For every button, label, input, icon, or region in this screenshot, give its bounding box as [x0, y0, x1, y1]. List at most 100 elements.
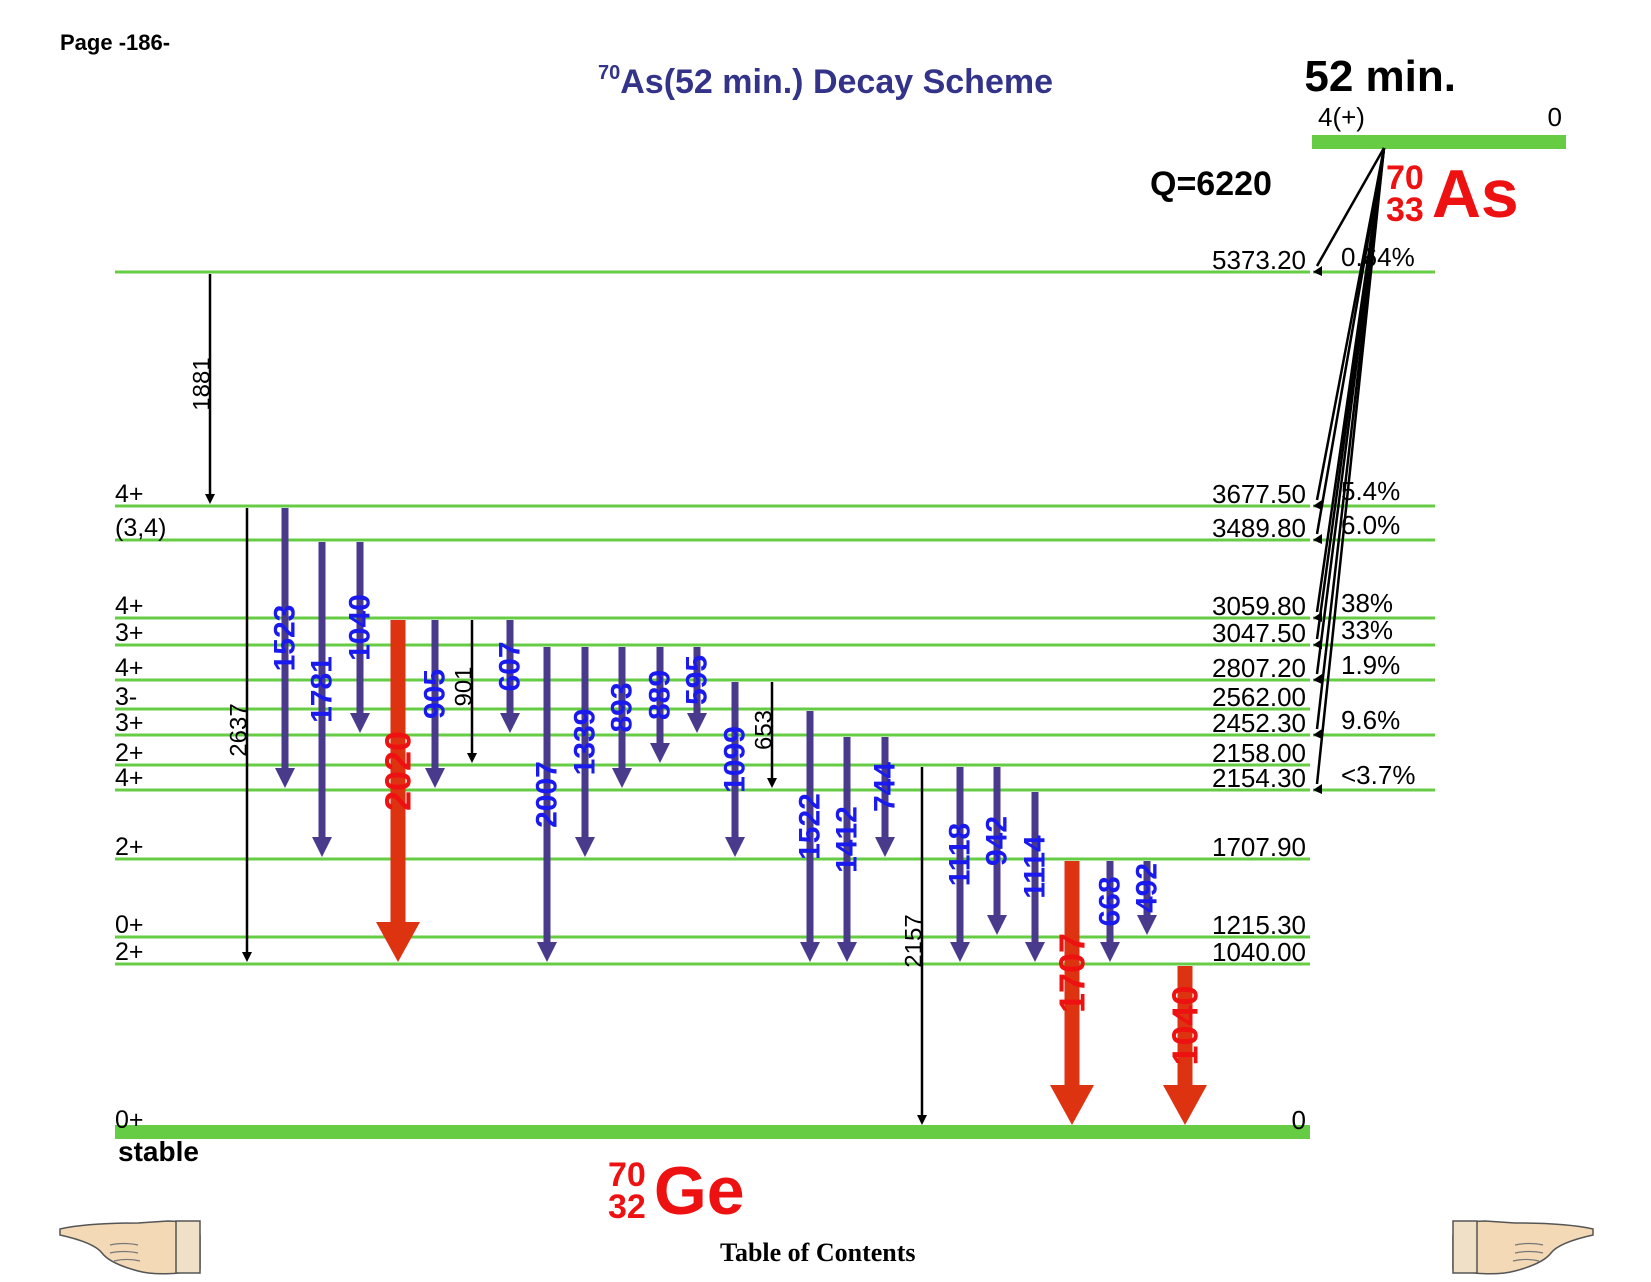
gamma-energy-label: 1118 [944, 823, 977, 886]
level-line [115, 616, 1310, 620]
gamma-energy-label: 942 [981, 816, 1014, 866]
level-spin-label: (3,4) [115, 514, 166, 542]
page-number: Page -186- [60, 30, 171, 55]
level-line [115, 504, 1310, 508]
level-line [115, 788, 1310, 792]
gamma-transition-line [731, 682, 739, 837]
gamma-transition-arrowhead [1050, 1085, 1094, 1125]
level-spin-label: 4+ [115, 654, 144, 682]
beta-branch-arrowhead [1313, 534, 1322, 544]
gamma-energy-label: 607 [494, 641, 527, 691]
pointing-hand-left-icon[interactable] [58, 1215, 203, 1282]
gamma-transition-line [356, 542, 364, 713]
gamma-transition-arrowhead [500, 713, 520, 733]
gamma-transition-line [843, 737, 851, 942]
level-line [115, 763, 1310, 767]
title-text: As(52 min.) Decay Scheme [620, 63, 1053, 101]
level-spin-label: 3- [115, 683, 137, 711]
gamma-transition-arrowhead [837, 942, 857, 962]
level-line [115, 270, 1310, 274]
level-energy-label: 1707.90 [1212, 832, 1306, 862]
gamma-transition-line [1064, 861, 1080, 1085]
gamma-transition-line [770, 682, 774, 778]
gamma-transition-arrowhead [650, 743, 670, 763]
beta-branch-arrowhead [1313, 500, 1322, 510]
gamma-energy-label: 668 [1094, 876, 1127, 926]
gamma-transition-line [470, 620, 474, 753]
level-spin-label: 3+ [115, 709, 144, 737]
level-line [115, 707, 1310, 711]
pointing-hand-right-icon[interactable] [1450, 1215, 1595, 1282]
gamma-transition-line [993, 767, 1001, 915]
gamma-energy-label: 595 [681, 655, 714, 705]
gamma-transition-line [920, 767, 924, 1115]
gamma-energy-label: 1707 [1052, 933, 1093, 1013]
level-spin-label: 4+ [115, 592, 144, 620]
daughter-mass-number: 70 [608, 1156, 646, 1194]
parent-nuclide: 70 33 As [1386, 155, 1519, 233]
gamma-transition-line [543, 647, 551, 942]
gamma-transition-arrowhead [687, 713, 707, 733]
level-spin-label: 0+ [115, 1106, 144, 1134]
gamma-energy-label: 893 [606, 682, 639, 732]
stable-label: stable [118, 1136, 199, 1167]
beta-branch-arrowhead [1313, 674, 1322, 684]
beta-feeding-label: 38% [1341, 588, 1393, 618]
level-line [115, 935, 1310, 939]
gamma-transition-arrowhead [467, 753, 477, 763]
gamma-transition-line [281, 508, 289, 768]
gamma-transition-arrowhead [242, 952, 252, 962]
gamma-transition-arrowhead [875, 837, 895, 857]
gamma-transition-line [1177, 966, 1193, 1085]
level-line [115, 538, 1310, 542]
level-energy-label: 2807.20 [1212, 653, 1306, 683]
gamma-energy-label: 1339 [569, 709, 602, 776]
gamma-energy-label: 1040 [344, 594, 377, 661]
gamma-energy-label: 1099 [719, 726, 752, 793]
gamma-transition-line [581, 647, 589, 837]
level-spin-label: 0+ [115, 911, 144, 939]
gamma-transition-arrowhead [725, 837, 745, 857]
level-spin-label: 3+ [115, 619, 144, 647]
level-line [115, 678, 1310, 682]
beta-branch-line [1315, 147, 1386, 535]
beta-feeding-label: 9.6% [1341, 705, 1400, 735]
beta-feeding-label: 5.4% [1341, 476, 1400, 506]
level-energy-label: 2158.00 [1212, 738, 1306, 768]
level-energy-label: 2154.30 [1212, 763, 1306, 793]
level-spin-label: 2+ [115, 739, 144, 767]
title-mass-number: 70 [597, 62, 621, 84]
gamma-transition-arrowhead [800, 942, 820, 962]
gamma-energy-label: 889 [644, 670, 677, 720]
beta-feeding-label: 33% [1341, 615, 1393, 645]
parent-symbol: As [1431, 156, 1519, 232]
gamma-transition-arrowhead [767, 778, 777, 788]
table-of-contents-link[interactable]: Table of Contents [720, 1238, 916, 1267]
level-energy-label: 3677.50 [1212, 479, 1306, 509]
parent-level-line [1312, 135, 1566, 149]
gamma-transition-line [506, 620, 514, 713]
beta-branch-line [1315, 147, 1386, 785]
gamma-transition-line [956, 767, 964, 942]
level-spin-label: 2+ [115, 938, 144, 966]
gamma-energy-label: 1114 [1019, 835, 1052, 899]
gamma-transition-line [1031, 792, 1039, 942]
gamma-transition-line [1143, 861, 1151, 915]
gamma-transition-line [318, 542, 326, 837]
level-energy-label: 3047.50 [1212, 618, 1306, 648]
gamma-transition-arrowhead [950, 942, 970, 962]
gamma-transition-arrowhead [205, 494, 215, 504]
gamma-energy-label: 1781 [306, 656, 339, 723]
parent-spin-label: 4(+) [1318, 102, 1365, 132]
gamma-transition-arrowhead [1163, 1085, 1207, 1125]
gamma-transition-arrowhead [1100, 942, 1120, 962]
level-spin-label: 2+ [115, 833, 144, 861]
gamma-transition-line [806, 711, 814, 942]
gamma-transition-line [431, 620, 439, 768]
level-energy-label: 3059.80 [1212, 591, 1306, 621]
beta-branch-arrowhead [1313, 266, 1322, 276]
gamma-transition-line [245, 508, 249, 952]
gamma-energy-label: 2007 [531, 761, 564, 828]
level-energy-label: 0 [1292, 1105, 1306, 1135]
level-line [115, 1125, 1310, 1139]
